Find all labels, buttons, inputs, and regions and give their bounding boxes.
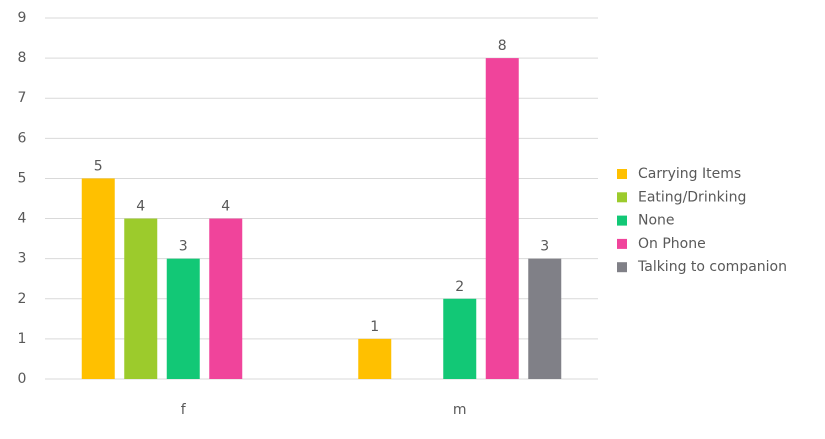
legend-swatch xyxy=(617,238,627,249)
y-tick-label: 0 xyxy=(18,371,27,387)
legend-swatch xyxy=(617,192,627,203)
bar xyxy=(528,258,562,379)
data-label: 5 xyxy=(94,158,103,174)
legend-swatch xyxy=(617,169,627,179)
data-label: 2 xyxy=(455,279,464,295)
data-label: 3 xyxy=(179,239,188,255)
legend-swatch xyxy=(617,262,627,273)
y-tick-label: 5 xyxy=(18,170,27,186)
y-tick-label: 4 xyxy=(18,211,27,227)
y-tick-label: 2 xyxy=(18,291,27,307)
legend-swatch xyxy=(617,215,627,226)
bar xyxy=(124,218,158,379)
bar xyxy=(166,258,200,379)
bar xyxy=(485,58,519,379)
legend-label: Talking to companion xyxy=(637,259,787,275)
y-tick-label: 3 xyxy=(18,251,27,267)
bar xyxy=(358,338,392,379)
data-label: 4 xyxy=(136,199,145,215)
x-tick-label: f xyxy=(181,402,187,418)
data-label: 1 xyxy=(370,319,379,335)
legend-label: None xyxy=(638,213,675,229)
bar xyxy=(81,178,115,379)
y-tick-label: 1 xyxy=(18,331,27,347)
y-tick-label: 6 xyxy=(18,130,27,146)
y-tick-label: 7 xyxy=(18,90,27,106)
y-tick-label: 9 xyxy=(18,10,27,26)
data-label: 8 xyxy=(498,38,507,54)
data-label: 3 xyxy=(540,239,549,255)
bar xyxy=(209,218,243,379)
legend-label: Eating/Drinking xyxy=(638,189,746,205)
x-tick-label: m xyxy=(453,402,467,418)
data-label: 4 xyxy=(221,199,230,215)
bar xyxy=(443,298,477,379)
legend-label: Carrying Items xyxy=(638,166,741,182)
y-tick-label: 8 xyxy=(18,50,27,66)
legend-label: On Phone xyxy=(638,236,706,252)
